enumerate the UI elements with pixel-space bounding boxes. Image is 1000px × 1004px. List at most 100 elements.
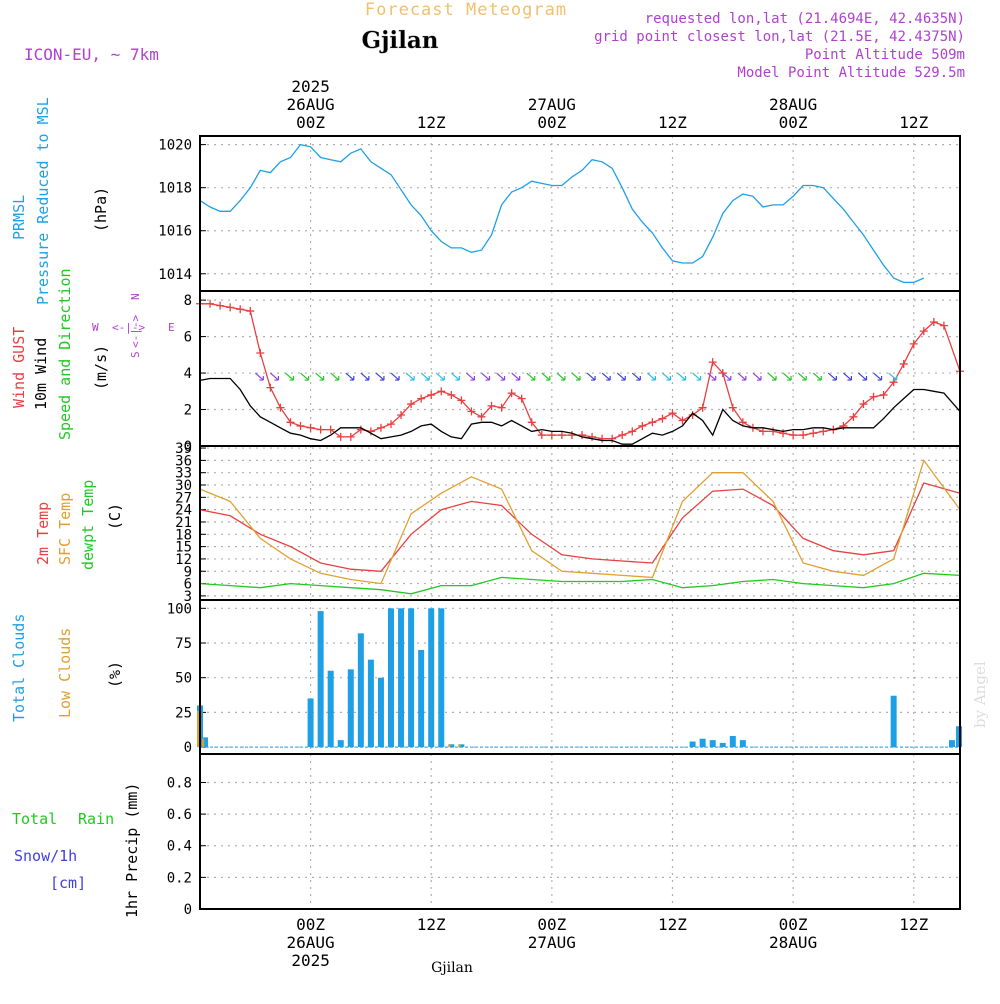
compass-n: N <box>129 293 142 300</box>
compass-arrow-h: <-|-> <box>112 321 145 334</box>
gust-marker <box>216 301 225 310</box>
pressure-unit: (hPa) <box>92 187 110 232</box>
y-tick-label: 6 <box>184 577 192 593</box>
gust-marker <box>306 423 315 432</box>
wind-arrow <box>496 372 506 381</box>
prmsl-desc-label: Pressure Reduced to MSL <box>34 97 52 305</box>
wind10-label: 10m Wind <box>32 338 50 410</box>
dewpt-label: dewpt Temp <box>79 480 97 570</box>
wind-arrow <box>646 372 656 381</box>
gust-marker <box>879 390 888 399</box>
date-label-top: 26AUG <box>286 95 334 114</box>
y-tick-label: 50 <box>175 671 192 687</box>
gust-marker <box>477 412 486 421</box>
gust-marker <box>557 431 566 440</box>
bar-total-clouds <box>347 669 354 748</box>
wind-arrow <box>677 372 687 381</box>
grid-location: grid point closest lon,lat (21.5E, 42.43… <box>594 29 965 45</box>
gust-marker <box>286 418 295 427</box>
wind-arrow <box>345 372 355 381</box>
gust-marker <box>578 431 587 440</box>
wind-arrow <box>315 372 325 381</box>
hour-label-top: 00Z <box>537 113 566 132</box>
wind-arrow <box>767 372 777 381</box>
compass-s: S <box>129 351 142 358</box>
y-tick-label: 1016 <box>158 224 192 240</box>
y-tick-label: 0.2 <box>167 870 192 886</box>
wind-arrow <box>873 372 883 381</box>
y-tick-label: 12 <box>175 552 192 568</box>
bar-total-clouds <box>307 698 314 748</box>
gust-marker <box>417 394 426 403</box>
hour-label-top: 12Z <box>899 113 928 132</box>
gust-marker <box>598 434 607 443</box>
bar-total-clouds <box>955 726 962 748</box>
y-tick-label: 2 <box>184 403 192 419</box>
bar-total-clouds <box>448 744 455 748</box>
pressure-side-labels: PRMSL Pressure Reduced to MSL (hPa) <box>10 97 110 305</box>
footer-station: Gjilan <box>431 960 473 976</box>
gust-marker <box>738 418 747 427</box>
bar-total-clouds <box>202 737 209 748</box>
gust-marker <box>789 431 798 440</box>
date-label-bottom: 27AUG <box>528 933 576 952</box>
wind-arrow <box>707 372 717 381</box>
gust-marker <box>296 421 305 430</box>
gust-marker <box>276 403 285 412</box>
gust-marker <box>206 299 215 308</box>
panel-4: 0 0.2 0.4 0.6 0.8 <box>167 753 961 918</box>
year-label-bottom: 2025 <box>291 951 330 970</box>
wind-arrow <box>797 372 807 381</box>
bar-total-clouds <box>458 744 465 748</box>
gust-marker <box>769 427 778 436</box>
wind-arrow <box>631 372 641 381</box>
hour-label-top: 00Z <box>779 113 808 132</box>
gust-marker <box>226 303 235 312</box>
compass-rose: N S <-|-> W <-|-> E <box>92 293 175 358</box>
y-tick-label: 36 <box>175 453 192 469</box>
gust-marker <box>547 431 556 440</box>
wind-arrow <box>285 372 295 381</box>
wind-arrow <box>466 372 476 381</box>
gust-marker <box>316 425 325 434</box>
wind-arrow <box>360 372 370 381</box>
y-tick-label: 0.6 <box>167 807 192 823</box>
wind-arrow <box>722 372 732 381</box>
bar-low-clouds <box>458 744 461 748</box>
gust-marker <box>668 409 677 418</box>
panels: 1014101610181020024683691215182124273033… <box>158 135 964 918</box>
wind-arrow <box>300 372 310 381</box>
wind-arrow <box>812 372 822 381</box>
station-title: Gjilan <box>361 27 438 54</box>
bar-low-clouds <box>197 710 200 748</box>
gust-marker <box>537 431 546 440</box>
gust-marker <box>628 427 637 436</box>
gust-marker <box>346 432 355 441</box>
panel-1: 0 2 4 6 8 <box>184 290 964 455</box>
gust-marker <box>246 307 255 316</box>
gust-marker <box>588 432 597 441</box>
gust-marker <box>678 416 687 425</box>
y-tick-label: 33 <box>175 466 192 482</box>
gust-marker <box>326 425 335 434</box>
gust-marker <box>376 423 385 432</box>
bar-total-clouds <box>428 608 435 748</box>
panel-frame <box>199 753 961 910</box>
precip-unit: 1hr Precip (mm) <box>123 783 141 918</box>
gust-marker <box>919 327 928 336</box>
low-clouds-label: Low Clouds <box>56 628 74 718</box>
gust-marker <box>256 349 265 357</box>
y-tick-label: 0.4 <box>167 839 192 855</box>
gust-marker <box>839 421 848 430</box>
wind-arrow <box>782 372 792 381</box>
wind-dir-label: Speed and Direction <box>56 268 74 440</box>
panel-frame <box>199 599 961 755</box>
gust-marker <box>728 403 737 412</box>
snow-unit-label: [cm] <box>50 874 86 892</box>
bar-total-clouds <box>709 740 716 748</box>
bar-total-clouds <box>398 608 405 748</box>
wind-unit: (m/s) <box>92 345 110 390</box>
